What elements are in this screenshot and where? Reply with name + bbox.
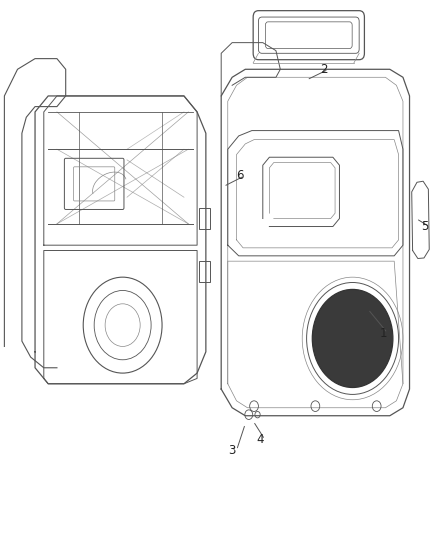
Text: 3: 3	[229, 444, 236, 457]
Circle shape	[312, 289, 393, 387]
Text: 5: 5	[421, 220, 428, 233]
Text: 6: 6	[236, 169, 244, 182]
Text: 2: 2	[320, 63, 328, 76]
Bar	[199, 261, 210, 282]
Bar	[199, 208, 210, 229]
Text: 1: 1	[379, 327, 387, 340]
Text: 4: 4	[257, 433, 265, 446]
